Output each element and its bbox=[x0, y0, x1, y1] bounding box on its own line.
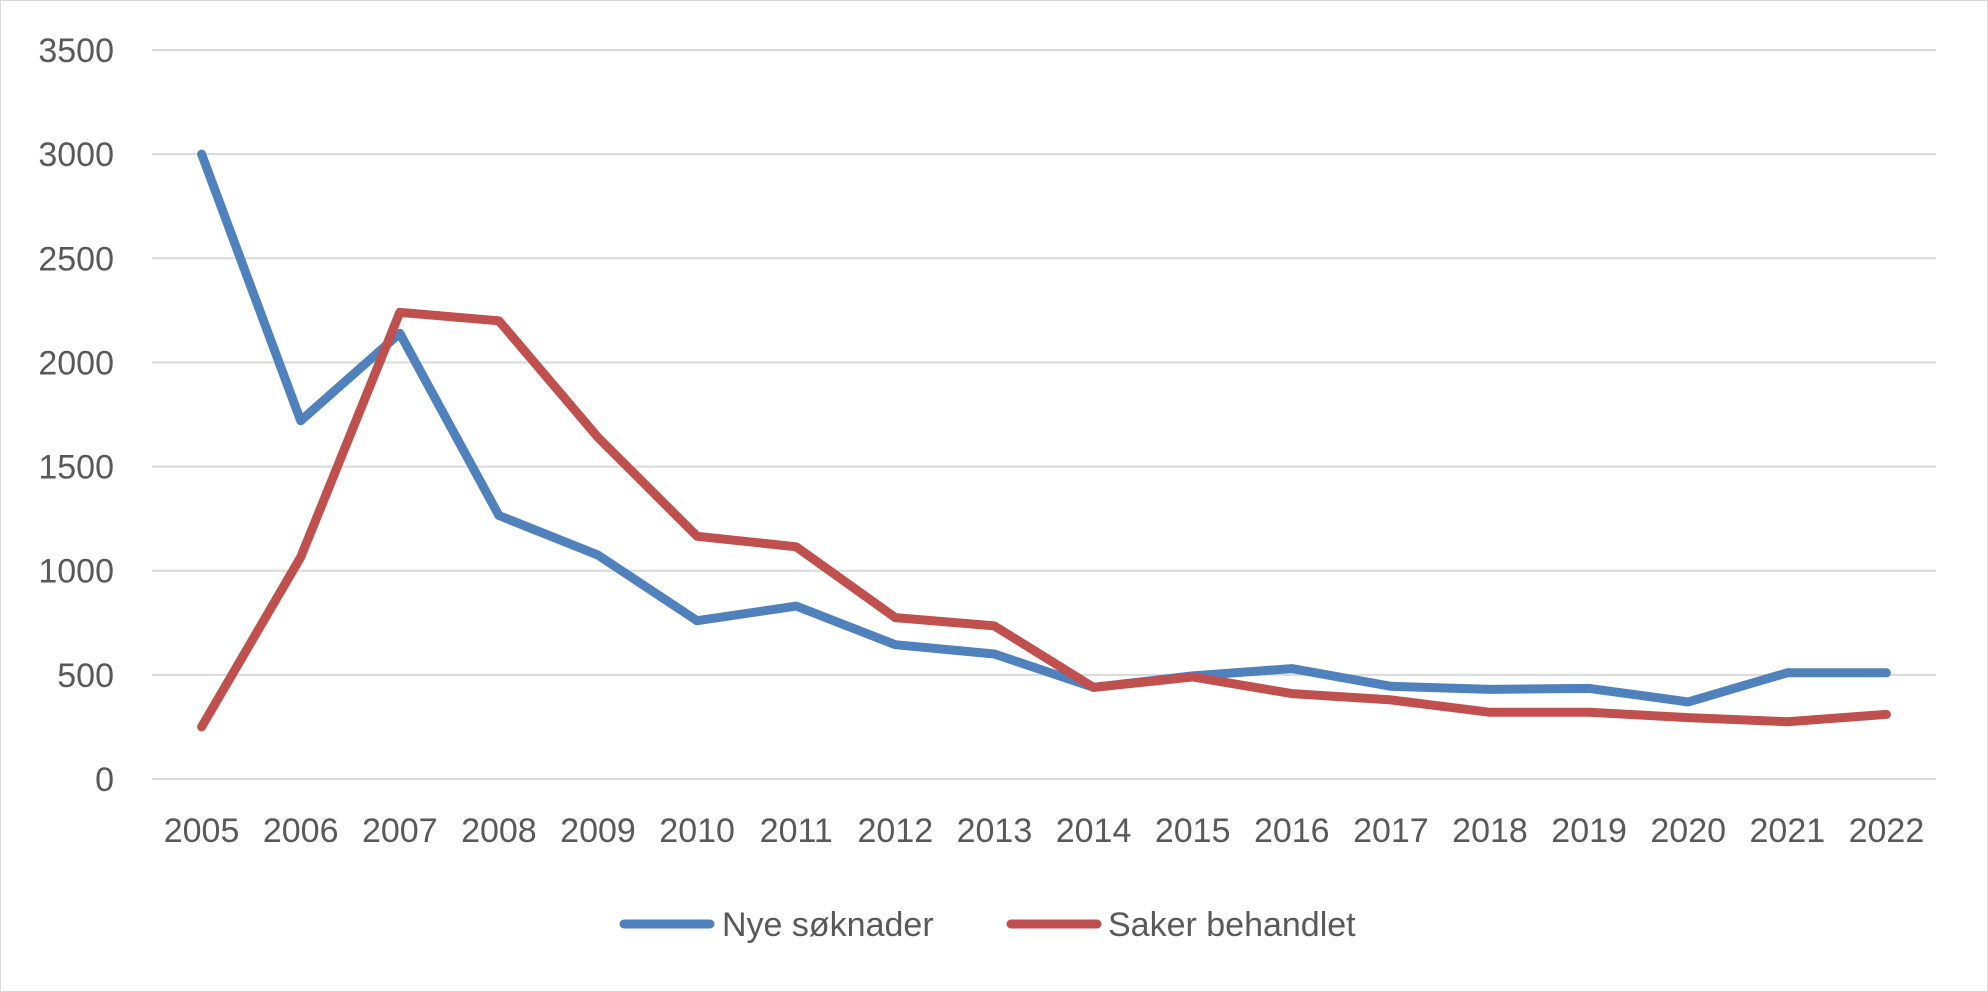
data-point bbox=[1786, 672, 1788, 674]
data-point bbox=[1291, 693, 1293, 695]
y-tick-label: 3000 bbox=[38, 136, 114, 174]
x-tick-label: 2006 bbox=[263, 812, 339, 850]
data-point bbox=[1489, 688, 1491, 690]
legend: Nye søknader Saker behandlet bbox=[619, 906, 1356, 944]
legend-label: Saker behandlet bbox=[1108, 906, 1356, 944]
x-tick-label: 2020 bbox=[1650, 812, 1726, 850]
x-axis-ticks: 2005 2006 2007 2008 2009 2010 2011 2012 2013 2014… bbox=[164, 812, 1925, 850]
x-tick-label: 2010 bbox=[659, 812, 735, 850]
data-point bbox=[1885, 713, 1887, 715]
data-point bbox=[795, 605, 797, 607]
x-tick-label: 2011 bbox=[760, 812, 833, 850]
data-point bbox=[1390, 685, 1392, 687]
series-lines bbox=[197, 149, 1891, 732]
data-point bbox=[1588, 687, 1590, 689]
data-point bbox=[993, 653, 995, 655]
series-points-2 bbox=[201, 311, 1887, 728]
data-point bbox=[696, 620, 698, 622]
data-point bbox=[1489, 711, 1491, 713]
data-point bbox=[399, 311, 401, 313]
data-point bbox=[696, 535, 698, 537]
y-tick-label: 2000 bbox=[38, 344, 114, 382]
data-point bbox=[1093, 686, 1095, 688]
x-tick-label: 2007 bbox=[362, 812, 438, 850]
data-point bbox=[1786, 721, 1788, 723]
y-tick-label: 1500 bbox=[38, 449, 114, 487]
y-tick-label: 3500 bbox=[38, 32, 114, 70]
data-point bbox=[1687, 701, 1689, 703]
y-tick-label: 1000 bbox=[38, 553, 114, 591]
data-point bbox=[597, 436, 599, 438]
data-point bbox=[1885, 672, 1887, 674]
data-point bbox=[201, 153, 203, 155]
series-line-1 bbox=[197, 149, 1891, 707]
x-tick-label: 2015 bbox=[1155, 812, 1231, 850]
data-point bbox=[795, 546, 797, 548]
data-point bbox=[894, 644, 896, 646]
y-axis-ticks: 0 500 1000 1500 2000 2500 3000 3500 bbox=[38, 32, 114, 799]
x-tick-label: 2022 bbox=[1849, 812, 1925, 850]
data-point bbox=[1588, 711, 1590, 713]
series-line-2 bbox=[197, 307, 1891, 732]
data-point bbox=[993, 625, 995, 627]
y-tick-label: 500 bbox=[57, 657, 114, 695]
x-tick-label: 2013 bbox=[957, 812, 1033, 850]
data-point bbox=[300, 420, 302, 422]
x-tick-label: 2014 bbox=[1056, 812, 1132, 850]
x-tick-label: 2017 bbox=[1353, 812, 1429, 850]
x-tick-label: 2019 bbox=[1551, 812, 1627, 850]
x-tick-label: 2012 bbox=[858, 812, 934, 850]
data-point bbox=[597, 554, 599, 556]
data-point bbox=[399, 332, 401, 334]
y-tick-label: 0 bbox=[95, 761, 114, 799]
x-tick-label: 2018 bbox=[1452, 812, 1528, 850]
x-tick-label: 2021 bbox=[1750, 812, 1826, 850]
data-point bbox=[201, 726, 203, 728]
data-point bbox=[498, 320, 500, 322]
data-point bbox=[1291, 668, 1293, 670]
x-tick-label: 2016 bbox=[1254, 812, 1330, 850]
legend-label: Nye søknader bbox=[722, 906, 934, 944]
y-tick-label: 2500 bbox=[38, 240, 114, 278]
data-point bbox=[894, 617, 896, 619]
x-tick-label: 2009 bbox=[560, 812, 636, 850]
data-point bbox=[1390, 699, 1392, 701]
data-point bbox=[1687, 717, 1689, 719]
data-point bbox=[1192, 676, 1194, 678]
gridlines bbox=[152, 49, 1936, 780]
data-point bbox=[300, 556, 302, 558]
x-tick-label: 2008 bbox=[461, 812, 537, 850]
x-tick-label: 2005 bbox=[164, 812, 240, 850]
data-point bbox=[498, 515, 500, 517]
